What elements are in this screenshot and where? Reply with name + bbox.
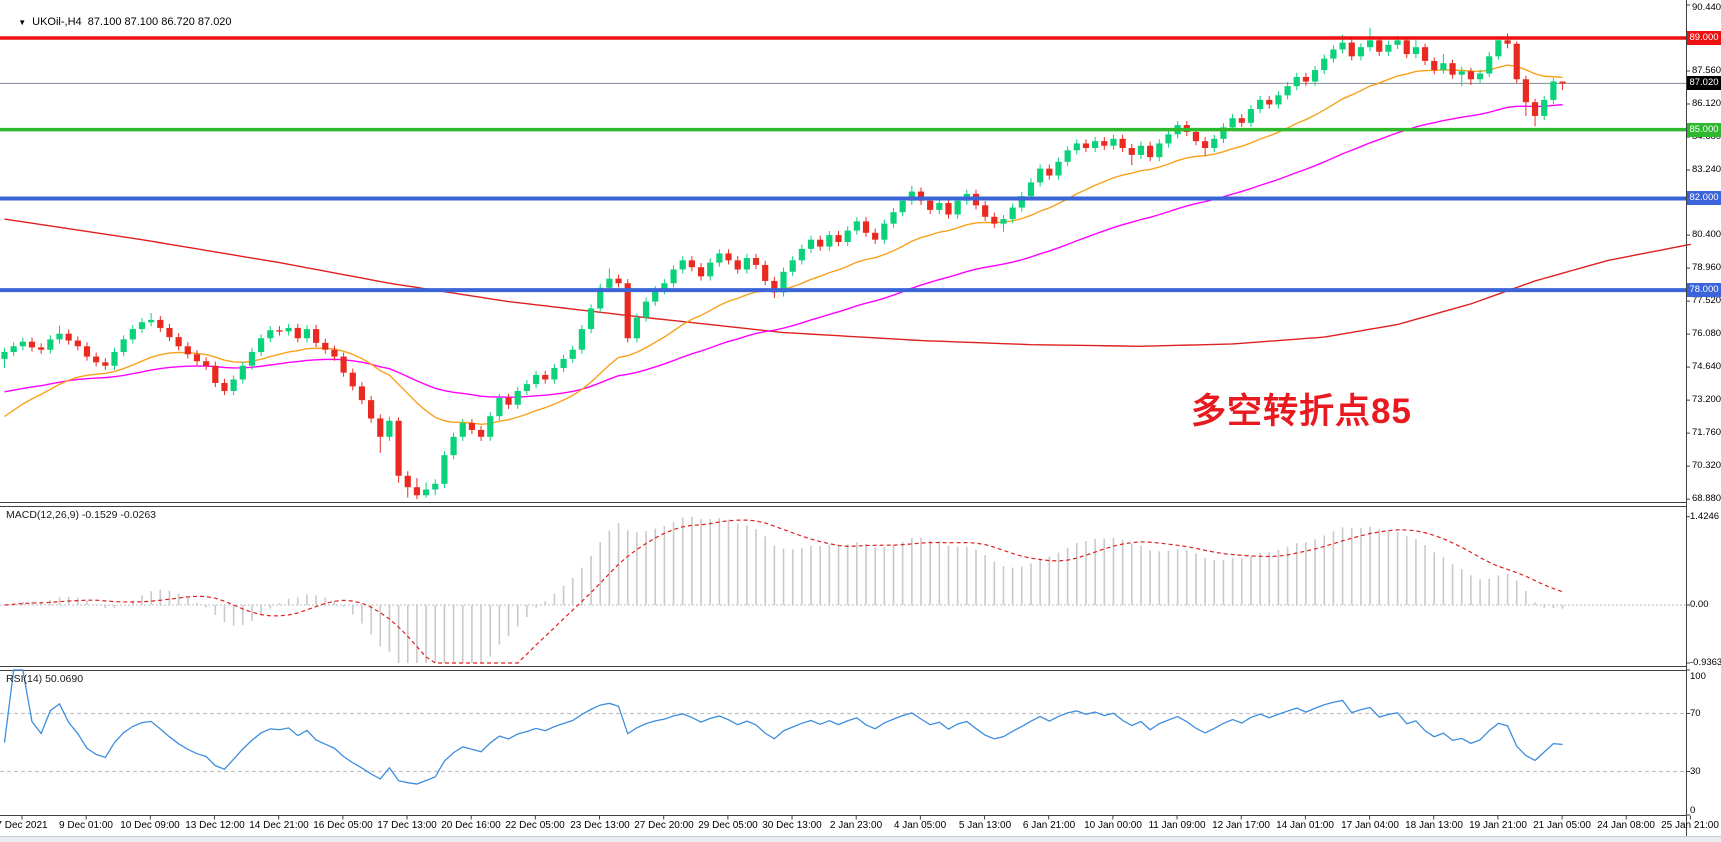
macd-indicator-label: MACD(12,26,9) -0.1529 -0.0263 [6, 509, 156, 521]
time-axis-label: 19 Jan 21:00 [1469, 820, 1527, 831]
macd-axis-tick: 1.4246 [1690, 511, 1720, 522]
time-axis-label: 11 Jan 09:00 [1148, 820, 1206, 831]
price-axis-tick: 74.640 [1692, 361, 1721, 372]
time-axis-label: 25 Jan 21:00 [1661, 820, 1719, 831]
price-axis-tick: 78.960 [1692, 262, 1721, 273]
rsi-axis-tick: 100 [1690, 671, 1706, 682]
time-axis-label: 13 Dec 12:00 [185, 820, 245, 831]
macd-axis-tick: -0.9363 [1690, 657, 1721, 668]
time-axis-label: 27 Dec 20:00 [634, 820, 694, 831]
time-axis-label: 24 Jan 08:00 [1597, 820, 1655, 831]
time-axis-label: 16 Dec 05:00 [313, 820, 373, 831]
rsi-axis-tick: 30 [1690, 766, 1701, 777]
time-axis-label: 20 Dec 16:00 [441, 820, 501, 831]
price-axis-tick: 86.120 [1692, 98, 1721, 109]
time-axis-label: 14 Dec 21:00 [249, 820, 309, 831]
time-axis-label: 2 Jan 23:00 [829, 820, 883, 831]
time-axis-label: 14 Jan 01:00 [1276, 820, 1334, 831]
price-axis-tick: 90.440 [1692, 2, 1721, 13]
price-badge: 87.020 [1687, 76, 1721, 90]
time-axis-label: 30 Dec 13:00 [762, 820, 822, 831]
time-axis-label: 23 Dec 13:00 [570, 820, 630, 831]
time-axis-label: 22 Dec 05:00 [505, 820, 565, 831]
symbol-label: UKOil-,H4 [32, 16, 82, 28]
time-axis-label: 9 Dec 01:00 [59, 820, 113, 831]
time-axis-label: 17 Dec 13:00 [377, 820, 437, 831]
price-axis-tick: 71.760 [1692, 427, 1721, 438]
time-axis-label: 29 Dec 05:00 [698, 820, 758, 831]
price-axis-tick: 70.320 [1692, 460, 1721, 471]
price-axis-tick: 80.400 [1692, 229, 1721, 240]
time-axis-label: 4 Jan 05:00 [893, 820, 947, 831]
price-axis-tick: 87.560 [1692, 65, 1721, 76]
time-axis-label: 12 Jan 17:00 [1212, 820, 1270, 831]
time-axis-label: 10 Jan 00:00 [1084, 820, 1142, 831]
time-axis-label: 10 Dec 09:00 [120, 820, 180, 831]
ohlc-readout: 87.100 87.100 86.720 87.020 [87, 16, 232, 28]
price-axis-tick: 73.200 [1692, 394, 1721, 405]
time-axis-label: 6 Jan 21:00 [1022, 820, 1076, 831]
time-axis-label: 17 Jan 04:00 [1341, 820, 1399, 831]
price-badge: 89.000 [1687, 31, 1721, 45]
time-axis-label: 18 Jan 13:00 [1405, 820, 1463, 831]
chart-title-bar: ▼ UKOil-,H4 87.100 87.100 86.720 87.020 [6, 4, 232, 40]
price-badge: 82.000 [1687, 191, 1721, 205]
rsi-indicator-label: RSI(14) 50.0690 [6, 673, 84, 685]
price-badge: 85.000 [1687, 123, 1721, 137]
rsi-axis-tick: 0 [1690, 805, 1696, 816]
time-axis-label: 5 Jan 13:00 [958, 820, 1012, 831]
rsi-axis-tick: 70 [1690, 708, 1701, 719]
symbol-dropdown-icon[interactable]: ▼ [18, 18, 27, 27]
price-axis-tick: 77.520 [1692, 295, 1721, 306]
price-axis-tick: 68.880 [1692, 493, 1721, 504]
price-axis-tick: 76.080 [1692, 328, 1721, 339]
price-badge: 78.000 [1687, 283, 1721, 297]
annotation-text[interactable]: 多空转折点85 [1191, 392, 1412, 431]
time-axis-label: 7 Dec 2021 [0, 820, 48, 831]
macd-axis-tick: 0.00 [1690, 599, 1709, 610]
price-axis-tick: 83.240 [1692, 164, 1721, 175]
time-axis-label: 21 Jan 05:00 [1533, 820, 1591, 831]
